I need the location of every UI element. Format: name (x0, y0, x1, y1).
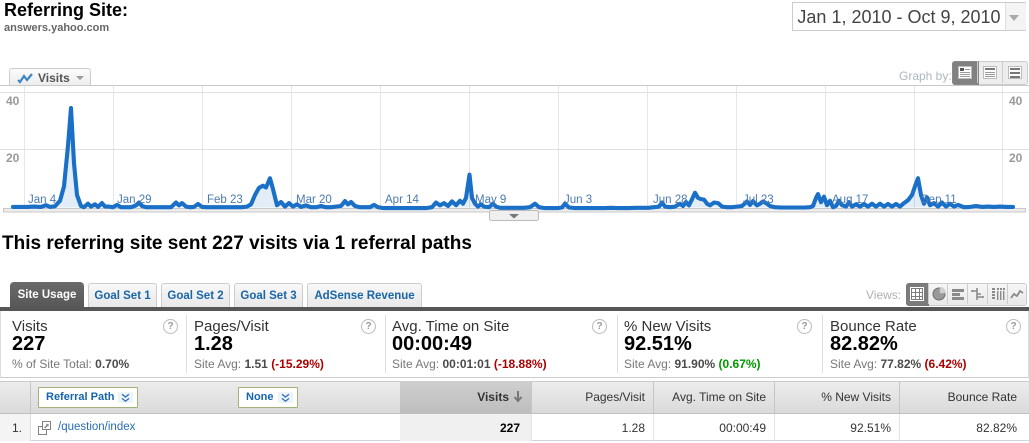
svg-text:Feb 23: Feb 23 (207, 194, 243, 206)
svg-text:Jun 28: Jun 28 (653, 194, 688, 206)
svg-text:Jun 3: Jun 3 (564, 194, 592, 206)
svg-text:Aug 17: Aug 17 (832, 194, 868, 206)
svg-text:Sep 11: Sep 11 (921, 194, 957, 206)
svg-text:Jul 23: Jul 23 (743, 194, 774, 206)
svg-text:Jan 29: Jan 29 (117, 194, 152, 206)
svg-text:Apr 14: Apr 14 (385, 194, 419, 206)
svg-text:20: 20 (6, 151, 20, 165)
svg-text:40: 40 (6, 94, 20, 108)
svg-text:20: 20 (1009, 151, 1023, 165)
svg-text:Mar 20: Mar 20 (296, 194, 332, 206)
svg-text:Jan 4: Jan 4 (28, 194, 57, 206)
svg-text:May 9: May 9 (475, 194, 506, 206)
svg-text:40: 40 (1009, 94, 1023, 108)
